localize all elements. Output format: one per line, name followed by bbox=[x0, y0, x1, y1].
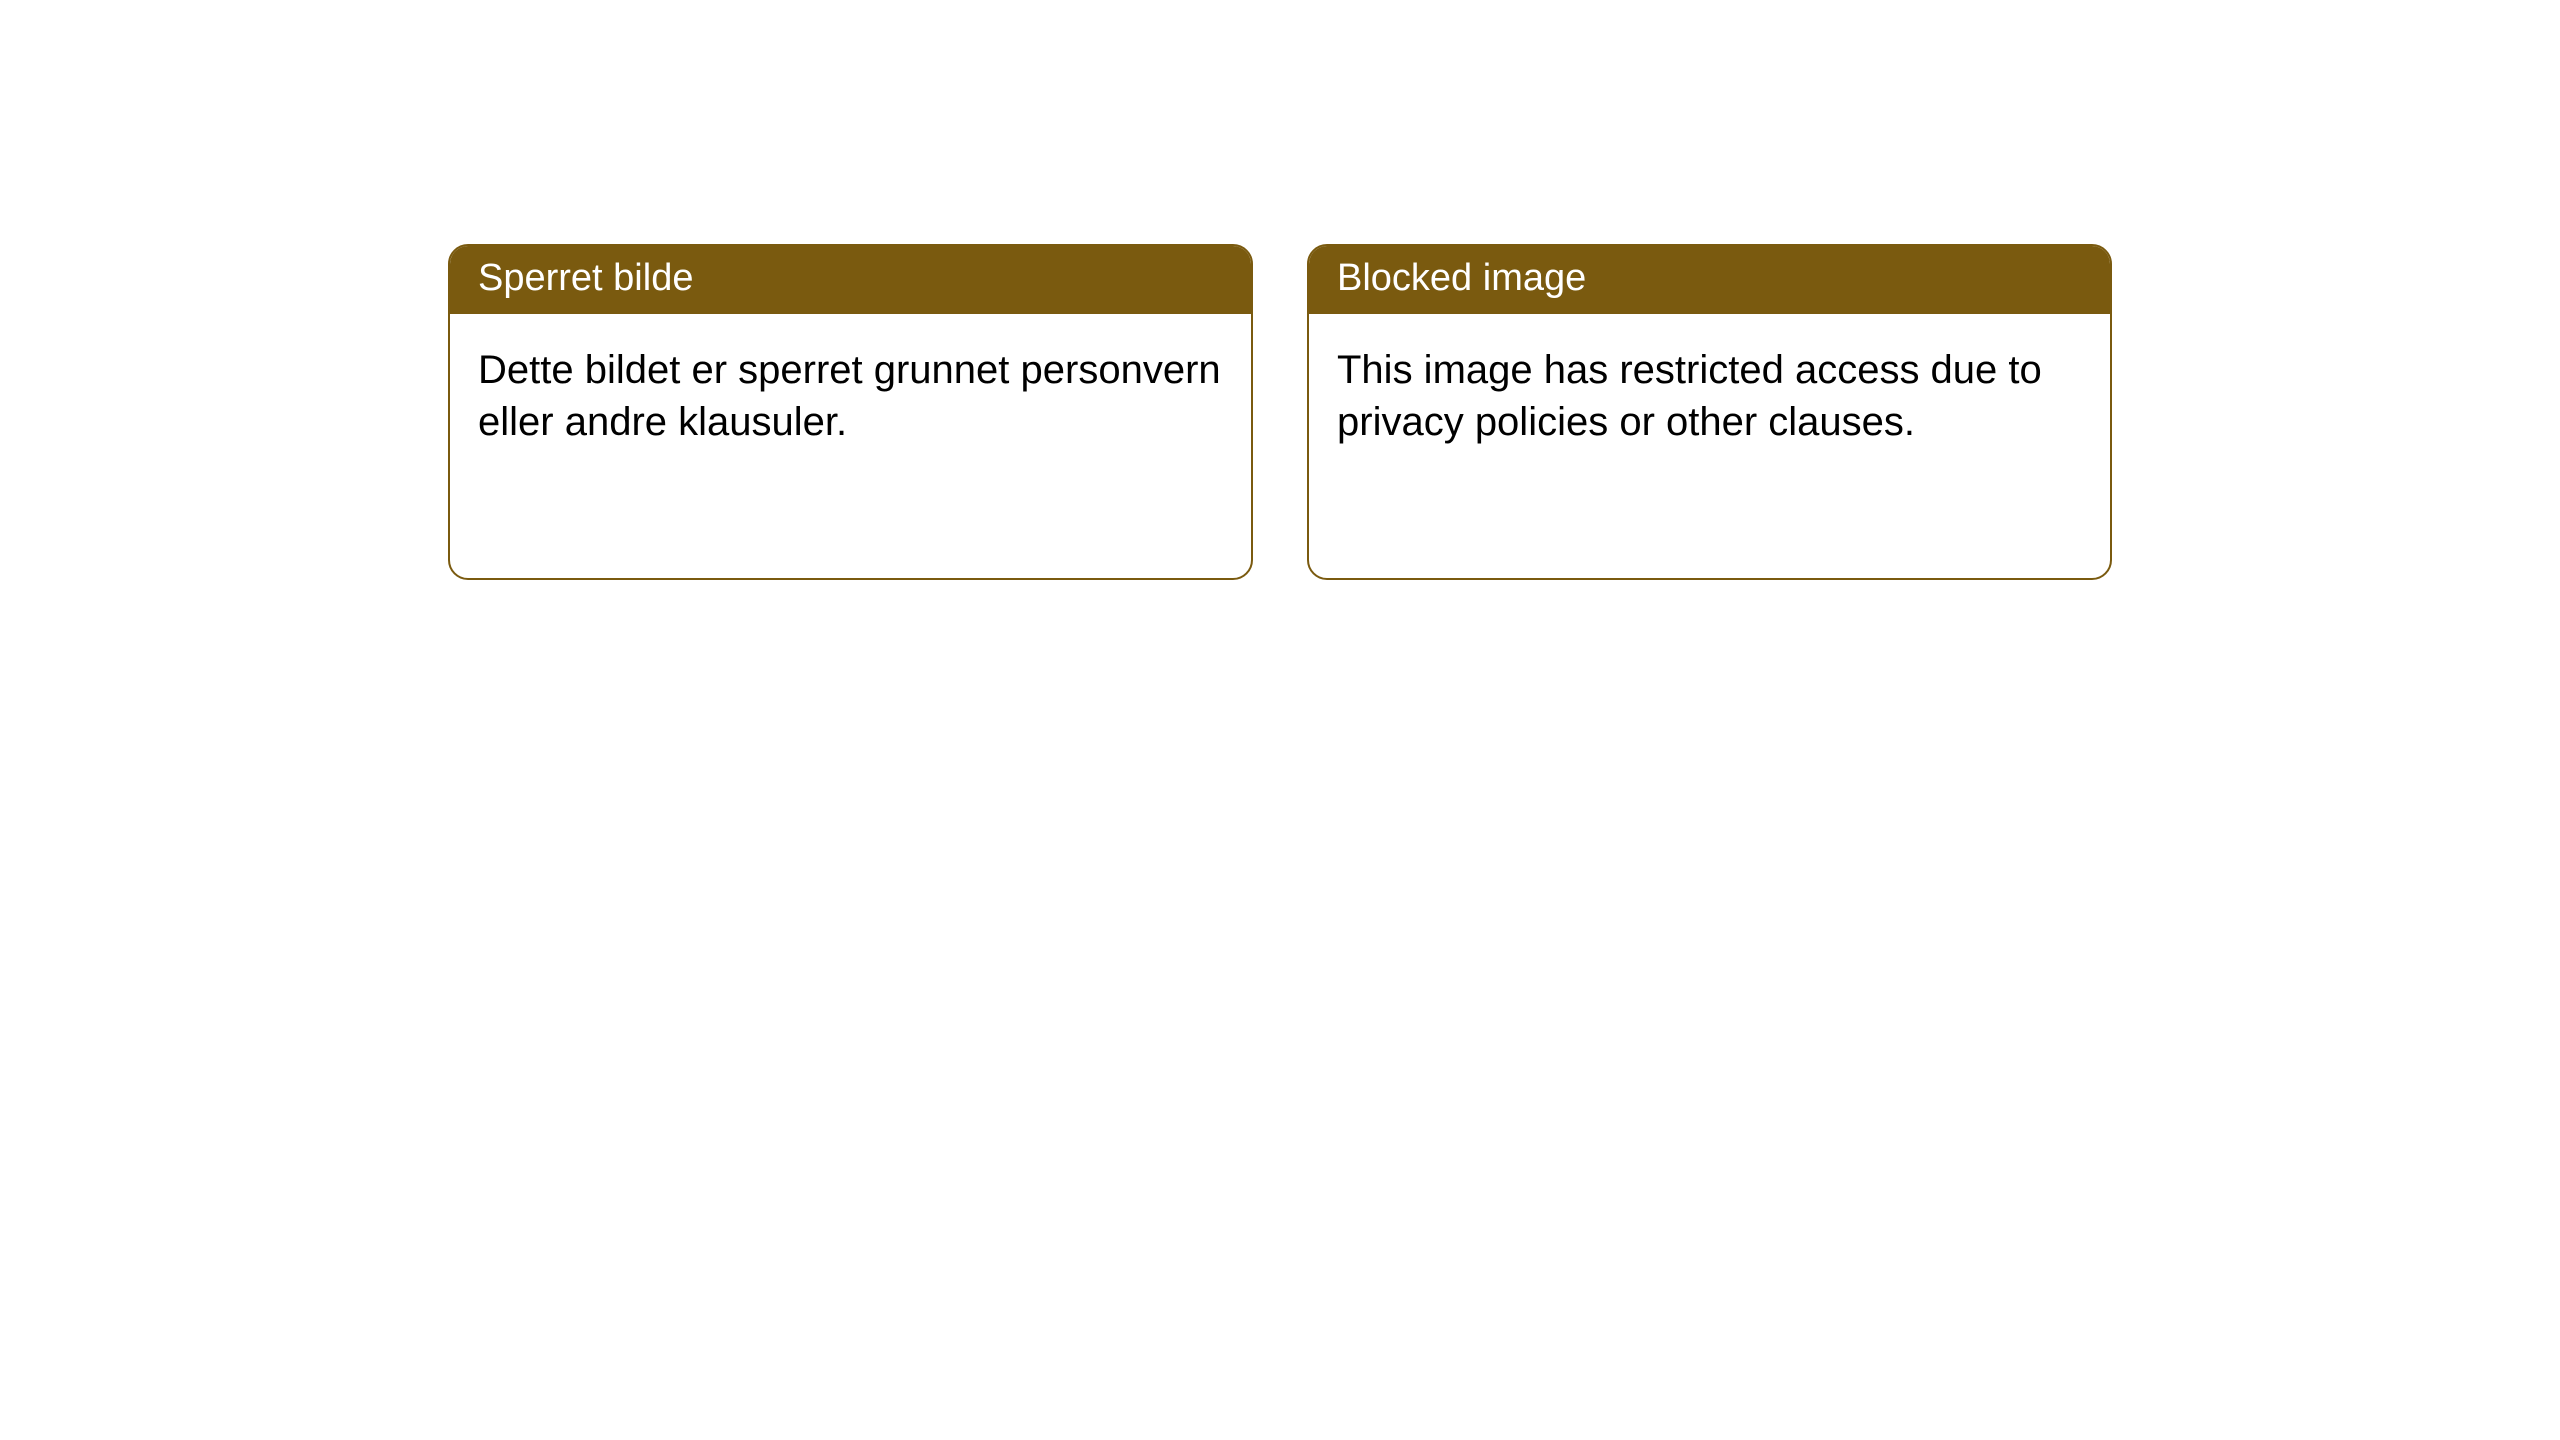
notice-container: Sperret bilde Dette bildet er sperret gr… bbox=[0, 0, 2560, 580]
notice-header: Blocked image bbox=[1309, 246, 2110, 314]
notice-body: Dette bildet er sperret grunnet personve… bbox=[450, 314, 1251, 478]
notice-body: This image has restricted access due to … bbox=[1309, 314, 2110, 478]
notice-body-text: This image has restricted access due to … bbox=[1337, 348, 2042, 444]
notice-card-english: Blocked image This image has restricted … bbox=[1307, 244, 2112, 580]
notice-header: Sperret bilde bbox=[450, 246, 1251, 314]
notice-title: Blocked image bbox=[1337, 257, 1586, 299]
notice-card-norwegian: Sperret bilde Dette bildet er sperret gr… bbox=[448, 244, 1253, 580]
notice-title: Sperret bilde bbox=[478, 257, 693, 299]
notice-body-text: Dette bildet er sperret grunnet personve… bbox=[478, 348, 1221, 444]
